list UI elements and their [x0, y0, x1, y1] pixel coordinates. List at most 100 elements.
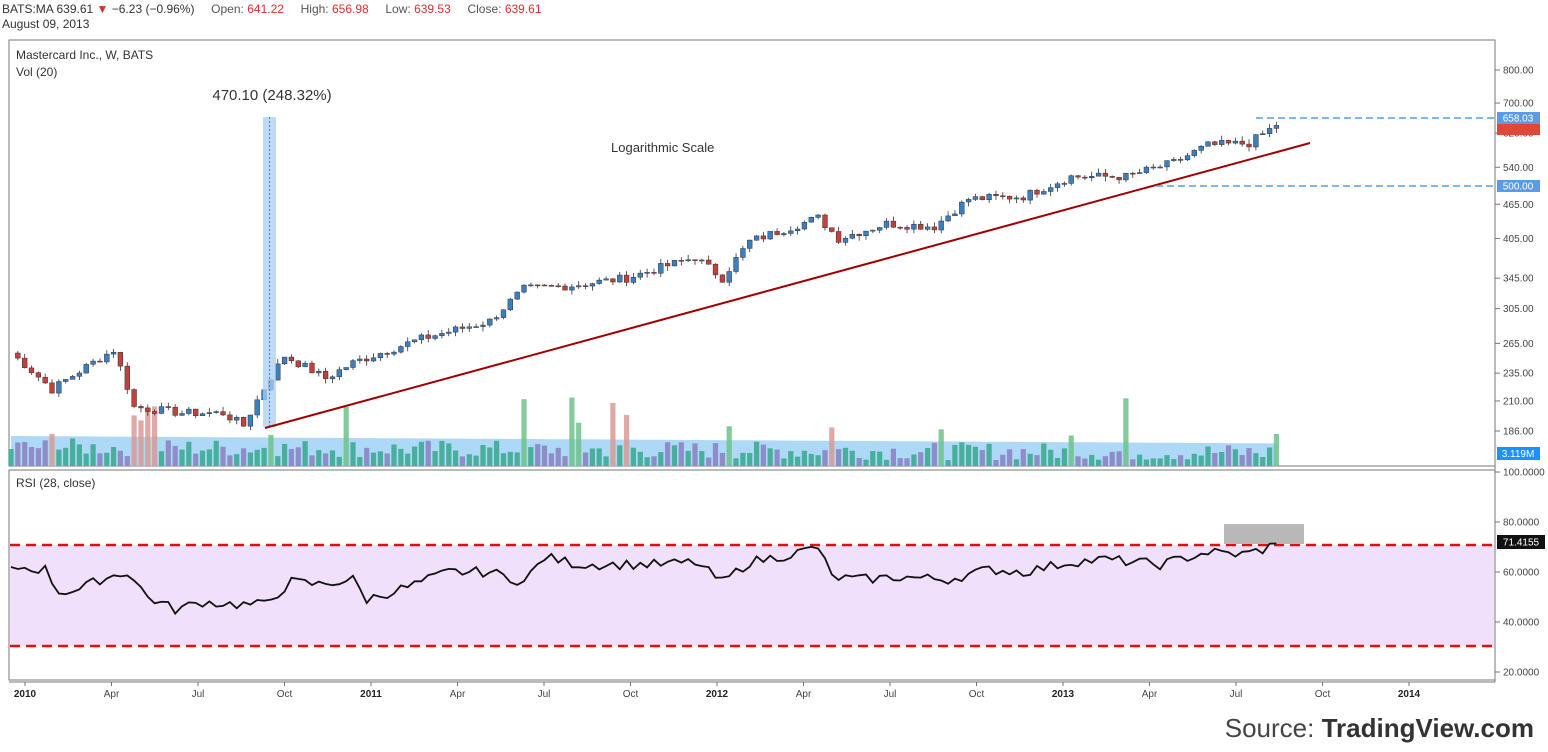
candle-body[interactable]: [972, 196, 979, 200]
candle-body[interactable]: [22, 357, 28, 369]
candle-body[interactable]: [480, 324, 486, 327]
candle-body[interactable]: [986, 194, 992, 200]
candle-body[interactable]: [644, 272, 650, 274]
candle-body[interactable]: [452, 326, 459, 333]
candle-body[interactable]: [904, 227, 910, 230]
candle-body[interactable]: [254, 399, 260, 416]
candle-body[interactable]: [555, 285, 561, 288]
candle-body[interactable]: [117, 352, 124, 367]
candle-body[interactable]: [1171, 159, 1177, 161]
candle-body[interactable]: [364, 358, 370, 362]
candle-body[interactable]: [808, 217, 814, 223]
candle-body[interactable]: [911, 223, 917, 230]
candle-body[interactable]: [1041, 191, 1047, 195]
candle-body[interactable]: [172, 406, 178, 416]
candle-body[interactable]: [692, 259, 698, 261]
candle-body[interactable]: [76, 372, 83, 377]
candle-body[interactable]: [220, 411, 226, 416]
candle-body[interactable]: [206, 412, 213, 414]
candle-body[interactable]: [411, 339, 418, 343]
candle-body[interactable]: [500, 309, 507, 318]
candle-body[interactable]: [295, 360, 301, 368]
candle-body[interactable]: [965, 199, 972, 203]
candle-body[interactable]: [959, 201, 965, 215]
candle-body[interactable]: [186, 408, 192, 414]
candle-body[interactable]: [1273, 125, 1280, 129]
candle-body[interactable]: [883, 220, 890, 228]
trendline[interactable]: [264, 142, 1311, 429]
candle-body[interactable]: [343, 367, 349, 370]
candle-body[interactable]: [938, 220, 944, 231]
candle-body[interactable]: [247, 414, 254, 427]
candle-body[interactable]: [1061, 183, 1068, 185]
candle-body[interactable]: [384, 353, 390, 355]
symbol-name[interactable]: BATS:MA: [2, 2, 54, 16]
candle-body[interactable]: [357, 358, 363, 361]
candle-body[interactable]: [658, 263, 664, 274]
candle-body[interactable]: [706, 259, 712, 265]
candle-body[interactable]: [1116, 177, 1122, 181]
candle-body[interactable]: [897, 226, 903, 229]
candle-body[interactable]: [1184, 155, 1191, 161]
candle-body[interactable]: [1164, 160, 1170, 168]
candle-body[interactable]: [1048, 187, 1054, 192]
candle-body[interactable]: [603, 278, 609, 281]
candle-body[interactable]: [1205, 141, 1211, 147]
candle-body[interactable]: [459, 326, 466, 329]
candle-body[interactable]: [945, 215, 951, 222]
candle-body[interactable]: [493, 317, 500, 320]
candle-body[interactable]: [158, 406, 165, 414]
candle-body[interactable]: [446, 331, 452, 334]
candle-body[interactable]: [1136, 172, 1143, 174]
candle-body[interactable]: [1020, 197, 1026, 201]
candle-body[interactable]: [952, 213, 958, 217]
candle-body[interactable]: [747, 239, 753, 249]
candle-body[interactable]: [466, 326, 472, 329]
candle-body[interactable]: [1095, 172, 1102, 177]
candle-body[interactable]: [1246, 143, 1252, 148]
candle-body[interactable]: [1219, 140, 1225, 145]
candle-body[interactable]: [281, 356, 288, 365]
candle-body[interactable]: [1109, 176, 1115, 178]
candle-body[interactable]: [15, 352, 21, 359]
candle-body[interactable]: [1006, 195, 1013, 200]
candle-body[interactable]: [199, 413, 206, 416]
candle-body[interactable]: [740, 248, 746, 258]
candle-body[interactable]: [1191, 150, 1197, 156]
candle-body[interactable]: [815, 214, 821, 218]
candle-body[interactable]: [753, 235, 760, 241]
candle-body[interactable]: [322, 370, 329, 379]
candle-body[interactable]: [610, 278, 616, 283]
candle-body[interactable]: [856, 233, 862, 237]
candle-body[interactable]: [227, 414, 233, 421]
candle-body[interactable]: [890, 220, 897, 228]
candle-body[interactable]: [69, 376, 76, 380]
candle-body[interactable]: [405, 341, 411, 347]
candle-body[interactable]: [562, 285, 568, 291]
candle-body[interactable]: [1075, 175, 1081, 178]
candle-body[interactable]: [589, 283, 596, 287]
candle-body[interactable]: [350, 360, 356, 368]
candle-body[interactable]: [1157, 166, 1163, 169]
candle-body[interactable]: [138, 406, 144, 409]
candle-body[interactable]: [28, 367, 35, 374]
candle-body[interactable]: [97, 360, 103, 363]
candle-body[interactable]: [1253, 134, 1259, 148]
candle-body[interactable]: [651, 272, 657, 274]
candle-body[interactable]: [49, 382, 55, 394]
candle-body[interactable]: [733, 257, 739, 272]
candle-body[interactable]: [788, 230, 794, 234]
candle-body[interactable]: [849, 233, 855, 239]
candle-body[interactable]: [63, 379, 69, 382]
candle-body[interactable]: [1212, 141, 1218, 145]
candle-body[interactable]: [541, 284, 548, 287]
candle-body[interactable]: [473, 326, 479, 328]
candle-body[interactable]: [275, 363, 281, 381]
price-pane[interactable]: [8, 39, 1496, 467]
candle-body[interactable]: [535, 284, 541, 287]
candle-body[interactable]: [685, 259, 691, 261]
candle-body[interactable]: [179, 413, 185, 416]
candle-body[interactable]: [596, 279, 602, 284]
candle-body[interactable]: [1198, 145, 1204, 151]
